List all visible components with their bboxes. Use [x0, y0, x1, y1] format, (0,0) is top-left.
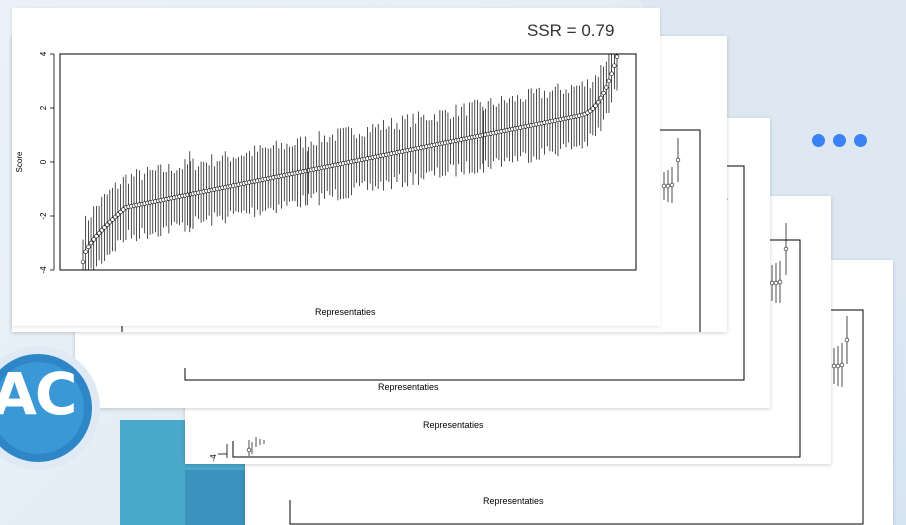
data-point — [598, 95, 604, 101]
y-axis-label: Score — [15, 151, 24, 172]
y-tick-label: 0 — [39, 159, 48, 164]
chart-card-2-xlabel: Representaties — [378, 382, 439, 392]
data-point — [777, 279, 783, 285]
data-point — [665, 183, 671, 189]
data-point — [609, 71, 614, 76]
data-point — [86, 244, 91, 250]
plot-frame — [59, 53, 637, 271]
data-point — [115, 212, 121, 217]
y-tick-label: -2 — [39, 212, 48, 220]
ac-logo-shape — [0, 346, 100, 470]
data-point — [102, 225, 107, 230]
data-point — [110, 217, 115, 222]
data-point — [675, 157, 681, 163]
data-point — [104, 222, 110, 227]
data-point — [99, 228, 104, 233]
data-point — [835, 363, 841, 369]
data-point — [604, 85, 609, 90]
y-tick-label: 2 — [39, 105, 48, 110]
data-point — [773, 280, 779, 286]
data-point — [596, 99, 601, 105]
data-point — [669, 182, 675, 188]
y-tick-label: 4 — [39, 51, 48, 56]
data-point — [844, 337, 850, 343]
dot-3 — [854, 134, 867, 147]
ac-logo: AC — [0, 334, 106, 482]
chart-card-3-xlabel: Representaties — [423, 420, 484, 430]
chart-card-4-xlabel: Representaties — [483, 496, 544, 506]
ssr-label: SSR = 0.79 — [527, 21, 615, 40]
data-point — [593, 103, 598, 108]
dot-1 — [812, 134, 825, 147]
data-point — [88, 240, 94, 246]
y-tick-label: -4 — [209, 454, 218, 462]
main-chart-xlabel: Representaties — [315, 307, 376, 317]
data-point — [590, 106, 596, 111]
chart-card-main: -4 -2 0 2 4 Score SSR = 0.79 Representaties — [12, 8, 660, 326]
data-point — [839, 362, 845, 368]
data-point — [96, 230, 102, 236]
dot-2 — [833, 134, 846, 147]
data-point — [769, 280, 775, 286]
data-point — [831, 363, 837, 369]
data-point — [614, 54, 620, 59]
data-point — [80, 259, 86, 265]
data-point — [107, 219, 113, 225]
data-point — [83, 249, 88, 254]
data-point — [783, 246, 789, 252]
data-point — [612, 63, 617, 68]
data-point — [94, 233, 99, 239]
data-point — [661, 183, 667, 189]
data-point — [113, 214, 118, 220]
data-point — [606, 78, 612, 84]
data-point — [601, 90, 606, 96]
data-point — [118, 209, 123, 215]
ac-logo-text: AC — [0, 360, 77, 428]
main-errorbar-chart: -4 -2 0 2 4 Score — [15, 51, 637, 274]
y-tick-label: -4 — [39, 266, 48, 274]
data-point — [246, 447, 252, 453]
data-point — [587, 108, 593, 114]
data-point — [91, 237, 96, 242]
more-dots — [812, 134, 870, 148]
